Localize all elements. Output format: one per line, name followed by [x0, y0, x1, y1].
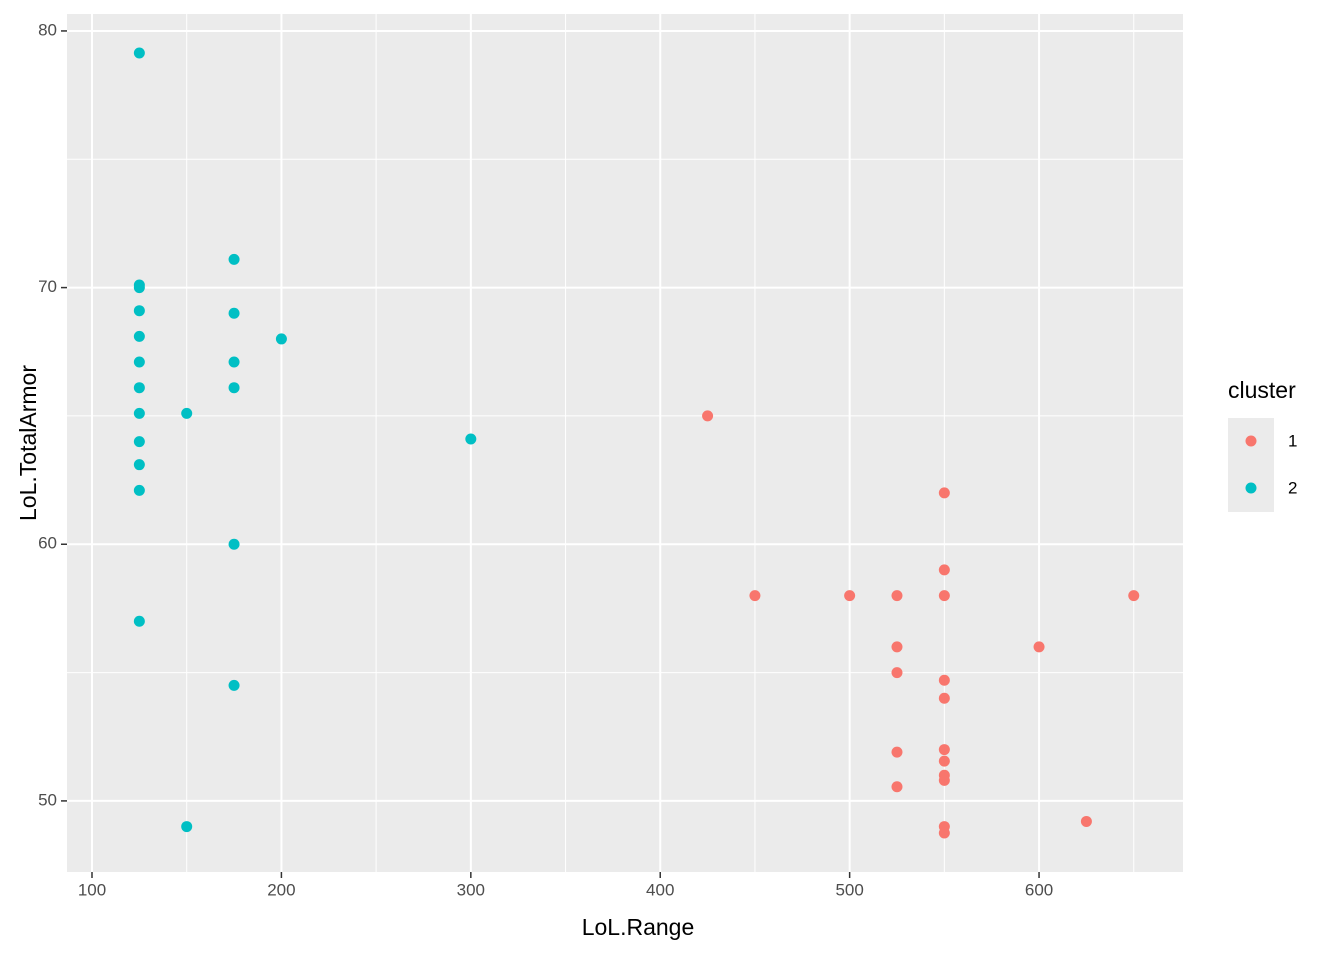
point — [1128, 590, 1140, 602]
point — [938, 744, 950, 756]
y-tick-label: 60 — [38, 534, 57, 553]
point — [133, 282, 145, 294]
point — [228, 253, 240, 265]
y-tick-label: 70 — [38, 277, 57, 296]
legend-title: cluster — [1228, 377, 1296, 403]
point — [938, 827, 950, 839]
x-tick-label: 600 — [1025, 880, 1053, 899]
point — [228, 307, 240, 319]
point — [1033, 641, 1045, 653]
point — [181, 821, 193, 833]
point — [938, 674, 950, 686]
point — [891, 667, 903, 679]
point — [133, 436, 145, 448]
point — [181, 407, 193, 419]
point — [228, 679, 240, 691]
legend-label: 2 — [1288, 478, 1297, 497]
point — [133, 305, 145, 317]
legend-key — [1245, 482, 1257, 494]
legend-key — [1245, 435, 1257, 447]
y-axis-title: LoL.TotalArmor — [15, 365, 41, 521]
x-tick-label: 100 — [78, 880, 106, 899]
point — [133, 356, 145, 368]
point — [702, 410, 714, 422]
point — [228, 382, 240, 394]
y-tick-label: 80 — [38, 20, 57, 39]
x-axis-title: LoL.Range — [582, 914, 695, 940]
point — [938, 774, 950, 786]
x-tick-label: 400 — [646, 880, 674, 899]
point — [749, 590, 761, 602]
point — [133, 382, 145, 394]
point — [133, 484, 145, 496]
point — [938, 590, 950, 602]
point — [891, 590, 903, 602]
point — [891, 746, 903, 758]
point — [133, 459, 145, 471]
point — [133, 615, 145, 627]
point — [891, 641, 903, 653]
point — [938, 755, 950, 767]
x-tick-label: 200 — [267, 880, 295, 899]
y-tick-label: 50 — [38, 790, 57, 809]
point — [228, 356, 240, 368]
point — [938, 692, 950, 704]
legend-label: 1 — [1288, 431, 1297, 450]
point — [1080, 815, 1092, 827]
point — [465, 433, 477, 445]
point — [938, 564, 950, 576]
point — [938, 487, 950, 499]
point — [891, 781, 903, 793]
panel — [67, 14, 1183, 872]
legend-key-bg — [1228, 418, 1274, 512]
point — [133, 47, 145, 59]
x-tick-label: 500 — [835, 880, 863, 899]
point — [228, 538, 240, 550]
point — [275, 333, 287, 345]
point — [844, 590, 856, 602]
point — [133, 330, 145, 342]
x-tick-label: 300 — [457, 880, 485, 899]
point — [133, 407, 145, 419]
